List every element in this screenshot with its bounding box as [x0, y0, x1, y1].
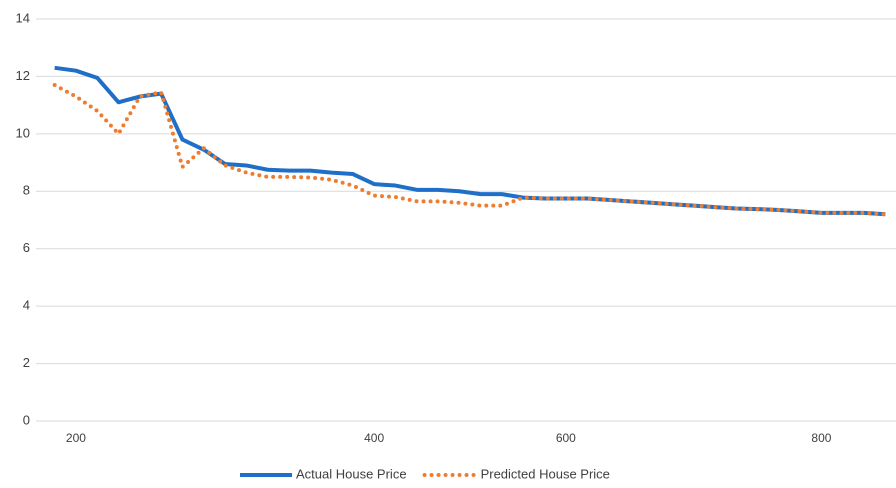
x-tick-label: 200 — [66, 431, 86, 445]
x-tick-label: 400 — [364, 431, 384, 445]
y-tick-label: 14 — [16, 10, 30, 25]
series-line — [52, 83, 888, 217]
y-tick-label: 8 — [23, 183, 30, 198]
x-tick-label: 600 — [556, 431, 576, 445]
legend-label: Actual House Price — [296, 466, 407, 481]
legend-label: Predicted House Price — [481, 466, 610, 481]
y-tick-label: 12 — [16, 68, 30, 83]
x-tick-label: 800 — [811, 431, 831, 445]
y-tick-label: 4 — [23, 298, 30, 313]
y-tick-label: 0 — [23, 412, 30, 427]
y-tick-label: 2 — [23, 355, 30, 370]
series-line — [54, 65, 886, 217]
y-tick-label: 6 — [23, 240, 30, 255]
y-tick-label: 10 — [16, 125, 30, 140]
